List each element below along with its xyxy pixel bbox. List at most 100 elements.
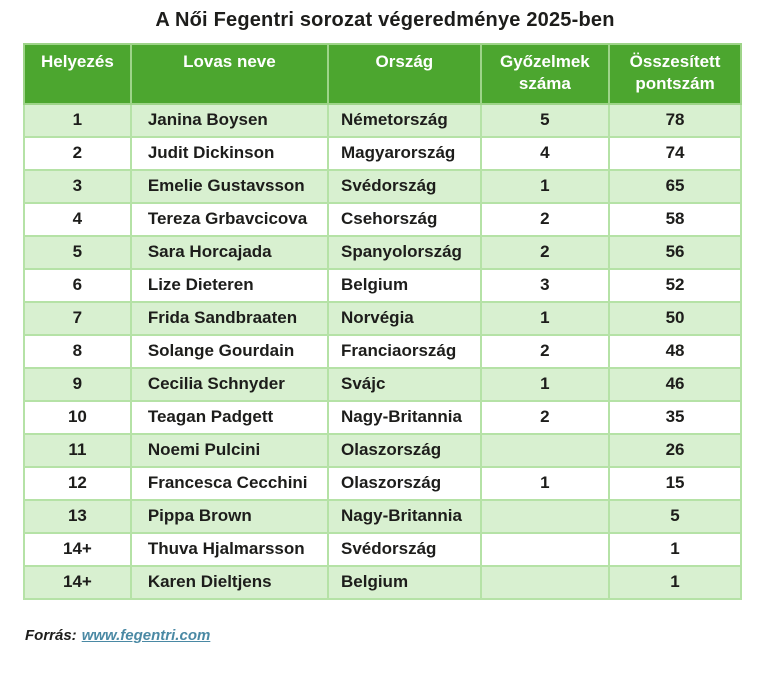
cell: Franciaország [327,334,482,370]
cell: Pippa Brown [129,499,330,535]
cell: Lize Dieteren [129,268,330,304]
cell: 2 [479,202,611,238]
cell: 10 [23,400,132,436]
cell: Olaszország [327,433,482,469]
page-title: A Női Fegentri sorozat végeredménye 2025… [155,9,615,31]
table-row: 13 Pippa Brown Nagy-Britannia 5 [23,499,742,535]
table-row: 4 Tereza Grbavcicova Csehország 2 58 [23,202,742,238]
cell: Karen Dieltjens [129,565,330,601]
cell: 50 [608,301,742,337]
cell: Solange Gourdain [129,334,330,370]
column-header-osszesitett-pontszam: Összesített pontszám [608,42,742,106]
cell: Svédország [327,532,482,568]
header-row: Helyezés Lovas neve Ország Győzelmek szá… [23,42,742,106]
cell: Magyarország [327,136,482,172]
cell: 7 [23,301,132,337]
cell: Francesca Cecchini [129,466,330,502]
cell: Frida Sandbraaten [129,301,330,337]
results-table-container: Helyezés Lovas neve Ország Győzelmek szá… [23,42,742,601]
cell: 14+ [23,565,132,601]
table-row: 12 Francesca Cecchini Olaszország 1 15 [23,466,742,502]
cell: 1 [479,169,611,205]
cell: 58 [608,202,742,238]
cell: 2 [479,235,611,271]
cell: 13 [23,499,132,535]
cell: Nagy-Britannia [327,400,482,436]
table-row: 7 Frida Sandbraaten Norvégia 1 50 [23,301,742,337]
cell: 52 [608,268,742,304]
cell [479,499,611,535]
table-row: 2 Judit Dickinson Magyarország 4 74 [23,136,742,172]
table-row: 9 Cecilia Schnyder Svájc 1 46 [23,367,742,403]
cell: 5 [479,103,611,139]
table-row: 1 Janina Boysen Németország 5 78 [23,103,742,139]
column-header-gyozelmek-szama: Győzelmek száma [479,42,611,106]
table-row: 10 Teagan Padgett Nagy-Britannia 2 35 [23,400,742,436]
cell: 65 [608,169,742,205]
cell: Spanyolország [327,235,482,271]
cell: 1 [479,301,611,337]
cell: 46 [608,367,742,403]
cell: 26 [608,433,742,469]
cell [479,532,611,568]
column-header-orszag: Ország [327,42,482,106]
cell: 15 [608,466,742,502]
cell: 5 [23,235,132,271]
table-row: 14+ Thuva Hjalmarsson Svédország 1 [23,532,742,568]
table-row: 8 Solange Gourdain Franciaország 2 48 [23,334,742,370]
cell: 14+ [23,532,132,568]
results-table: Helyezés Lovas neve Ország Győzelmek szá… [23,42,742,601]
cell: Belgium [327,268,482,304]
cell: 1 [479,466,611,502]
cell: Olaszország [327,466,482,502]
results-table-head: Helyezés Lovas neve Ország Győzelmek szá… [23,42,742,106]
source-line: Forrás: www.fegentri.com [25,627,770,644]
cell: Nagy-Britannia [327,499,482,535]
cell: Janina Boysen [129,103,330,139]
cell: Cecilia Schnyder [129,367,330,403]
cell: 1 [23,103,132,139]
cell: 9 [23,367,132,403]
cell: 56 [608,235,742,271]
cell: Németország [327,103,482,139]
cell: 4 [479,136,611,172]
table-row: 3 Emelie Gustavsson Svédország 1 65 [23,169,742,205]
cell: 6 [23,268,132,304]
cell: 74 [608,136,742,172]
cell: Csehország [327,202,482,238]
cell: Belgium [327,565,482,601]
cell: 12 [23,466,132,502]
cell: Norvégia [327,301,482,337]
column-header-lovas-neve: Lovas neve [129,42,330,106]
table-row: 11 Noemi Pulcini Olaszország 26 [23,433,742,469]
cell: 4 [23,202,132,238]
cell: Judit Dickinson [129,136,330,172]
cell: 35 [608,400,742,436]
cell: Emelie Gustavsson [129,169,330,205]
table-row: 6 Lize Dieteren Belgium 3 52 [23,268,742,304]
cell [479,565,611,601]
cell: 1 [608,565,742,601]
source-link[interactable]: www.fegentri.com [81,627,211,645]
cell: Svájc [327,367,482,403]
source-label: Forrás: [25,627,77,645]
cell: Noemi Pulcini [129,433,330,469]
cell: 2 [479,400,611,436]
cell: Tereza Grbavcicova [129,202,330,238]
cell: 3 [479,268,611,304]
cell: 48 [608,334,742,370]
table-row: 5 Sara Horcajada Spanyolország 2 56 [23,235,742,271]
cell: 3 [23,169,132,205]
cell: 1 [608,532,742,568]
cell: 11 [23,433,132,469]
cell: 2 [23,136,132,172]
cell: 8 [23,334,132,370]
table-row: 14+ Karen Dieltjens Belgium 1 [23,565,742,601]
cell: 78 [608,103,742,139]
cell: Svédország [327,169,482,205]
cell: 2 [479,334,611,370]
results-table-body: 1 Janina Boysen Németország 5 78 2 Judit Dicki… [23,103,742,601]
cell: 5 [608,499,742,535]
cell [479,433,611,469]
cell: 1 [479,367,611,403]
